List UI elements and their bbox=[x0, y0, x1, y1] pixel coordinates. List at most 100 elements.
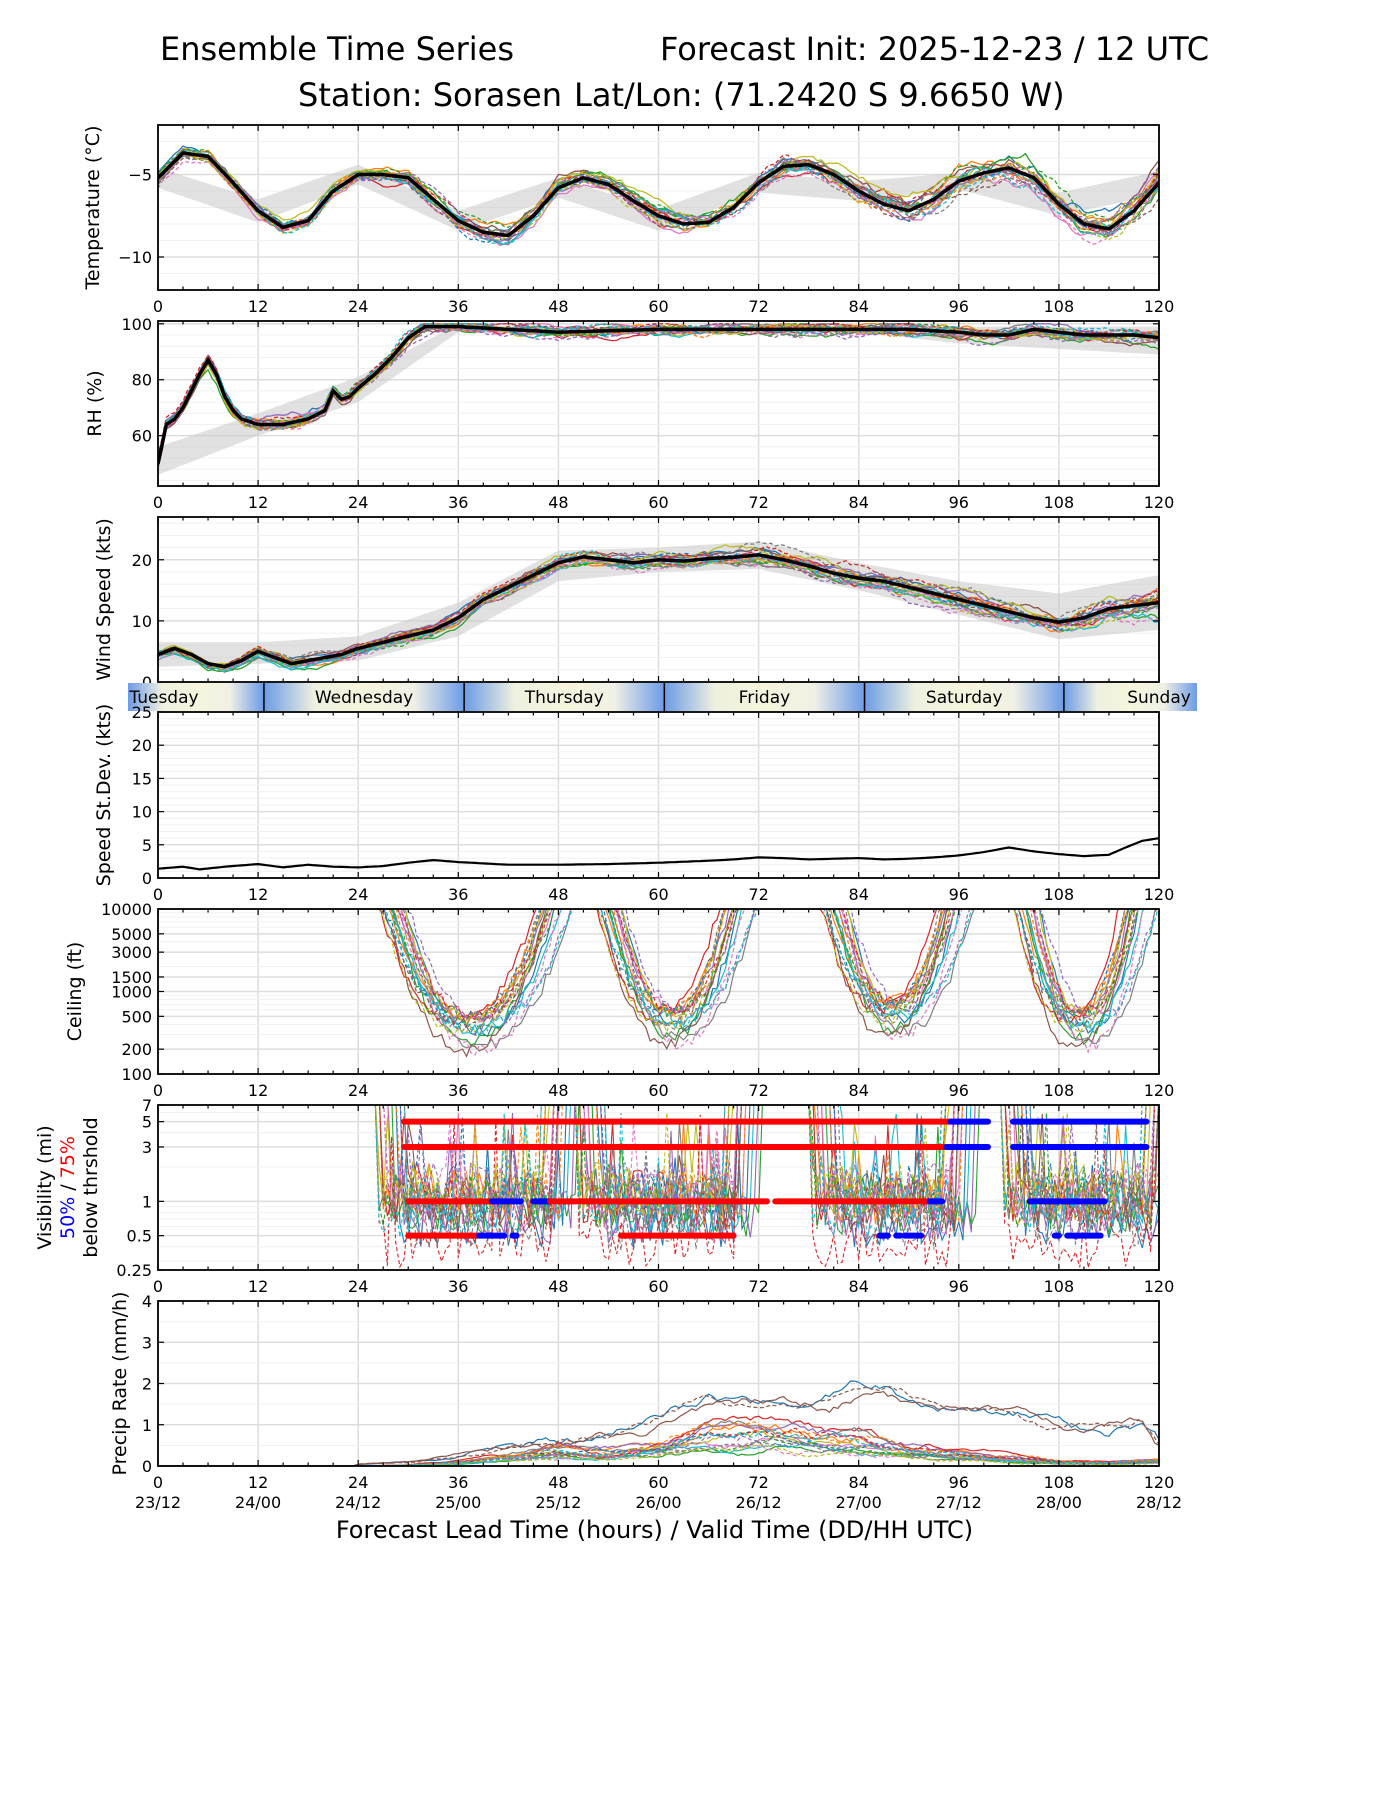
x-tick-label: 108 bbox=[1044, 1081, 1075, 1100]
x-tick-label: 36 bbox=[448, 297, 468, 316]
title-right: Forecast Init: 2025-12-23 / 12 UTC bbox=[660, 30, 1210, 68]
x-tick-label: 60 bbox=[648, 1277, 668, 1296]
y-tick-label: 0 bbox=[142, 673, 152, 692]
y-tick-label: 0 bbox=[142, 1457, 152, 1476]
spread-band bbox=[158, 164, 1159, 231]
y-tick-label: 5000 bbox=[111, 925, 152, 944]
lat-lon: Lat/Lon: (71.2420 S 9.6650 W) bbox=[574, 76, 1065, 114]
ensemble-member-line bbox=[374, 1105, 1159, 1224]
y-tick-label: 80 bbox=[132, 371, 152, 390]
x-tick-label: 60 bbox=[648, 1473, 668, 1492]
day-label: Friday bbox=[739, 688, 791, 708]
ensemble-member-line bbox=[158, 1422, 1159, 1466]
x-tick-label: 36 bbox=[448, 493, 468, 512]
ensemble-member-line bbox=[396, 909, 1134, 1021]
panel-wind_speed: 0 10 20 Wind Speed (kts) bbox=[93, 516, 1160, 692]
x-tick-label: 108 bbox=[1044, 493, 1075, 512]
x-tick-label: 108 bbox=[1044, 297, 1075, 316]
ensemble-mean-line bbox=[158, 553, 1159, 669]
y-axis-label: Speed St.Dev. (kts) bbox=[93, 704, 115, 887]
day-gradient bbox=[195, 683, 264, 711]
y-tick-label: 3 bbox=[142, 1333, 152, 1352]
x-tick-label: 24 bbox=[348, 1277, 368, 1296]
y-tick-label: 15 bbox=[132, 769, 152, 788]
legend-50pct: 50% bbox=[57, 1197, 79, 1239]
x-tick-label: 72 bbox=[748, 493, 768, 512]
day-gradient bbox=[364, 683, 465, 711]
ensemble-member-line bbox=[158, 153, 1159, 238]
x-tick-label: 24 bbox=[348, 297, 368, 316]
day-label: Thursday bbox=[524, 688, 604, 708]
valid-time-label: 24/12 bbox=[335, 1493, 381, 1512]
x-tick-label: 72 bbox=[748, 1277, 768, 1296]
x-tick-label: 120 bbox=[1144, 493, 1175, 512]
ensemble-member-line bbox=[400, 909, 1140, 1023]
x-tick-label: 36 bbox=[448, 1473, 468, 1492]
spread-band bbox=[158, 323, 1159, 475]
x-tick-label: 48 bbox=[548, 297, 568, 316]
y-axis-label: RH (%) bbox=[84, 370, 106, 436]
y-tick-label: −10 bbox=[118, 248, 152, 267]
y-tick-label: 100 bbox=[121, 315, 152, 334]
x-tick-label: 120 bbox=[1144, 1473, 1175, 1492]
x-tick-label: 24 bbox=[348, 1081, 368, 1100]
valid-time-label: 23/12 bbox=[135, 1493, 181, 1512]
x-tick-label: 72 bbox=[748, 1081, 768, 1100]
day-gradient bbox=[664, 683, 765, 711]
y-tick-label: 10 bbox=[132, 803, 152, 822]
ensemble-member-line bbox=[158, 554, 1159, 671]
day-label: Wednesday bbox=[315, 688, 413, 708]
x-tick-label: 24 bbox=[348, 1473, 368, 1492]
ensemble-member-line bbox=[392, 909, 1133, 1046]
x-tick-label: 36 bbox=[448, 885, 468, 904]
x-tick-label: 60 bbox=[648, 297, 668, 316]
x-tick-label: 96 bbox=[949, 1277, 969, 1296]
y-tick-label: 3000 bbox=[111, 943, 152, 962]
ensemble-member-line bbox=[158, 1441, 1159, 1466]
day-gradient bbox=[564, 683, 665, 711]
x-tick-label: 60 bbox=[648, 885, 668, 904]
day-gradient bbox=[464, 683, 565, 711]
x-tick-label: 48 bbox=[548, 493, 568, 512]
x-tick-label: 0 bbox=[153, 885, 163, 904]
ensemble-member-line bbox=[379, 1105, 1159, 1233]
y-axis-label-threshold: below thrshold bbox=[80, 1117, 102, 1257]
ensemble-member-line bbox=[158, 1430, 1159, 1466]
x-tick-label: 84 bbox=[849, 1473, 869, 1492]
y-axis-label-legend: 50% / 75% bbox=[57, 1136, 79, 1239]
day-gradient bbox=[964, 683, 1064, 711]
ensemble-member-line bbox=[389, 909, 1139, 1023]
x-tick-label: 12 bbox=[248, 493, 268, 512]
ensemble-member-line bbox=[403, 1105, 1159, 1232]
x-tick-label: 108 bbox=[1044, 1277, 1075, 1296]
valid-time-label: 26/12 bbox=[736, 1493, 782, 1512]
y-tick-label: 1 bbox=[142, 1192, 152, 1211]
x-tick-label: 120 bbox=[1144, 1081, 1175, 1100]
y-tick-label: 1000 bbox=[111, 983, 152, 1002]
x-tick-label: 12 bbox=[248, 1081, 268, 1100]
day-label: Saturday bbox=[926, 688, 1003, 708]
ensemble-member-line bbox=[379, 909, 1120, 1027]
ensemble-member-line bbox=[377, 909, 1134, 1035]
ensemble-mean-line bbox=[158, 151, 1159, 238]
day-label: Tuesday bbox=[128, 688, 198, 708]
ensemble-mean-line bbox=[158, 324, 1159, 464]
x-tick-label: 0 bbox=[153, 493, 163, 512]
valid-time-label: 24/00 bbox=[235, 1493, 281, 1512]
x-tick-label: 96 bbox=[949, 297, 969, 316]
plot-area bbox=[377, 909, 1159, 1058]
ensemble-member-line bbox=[404, 909, 1129, 1025]
x-tick-label: 96 bbox=[949, 1473, 969, 1492]
x-tick-label: 108 bbox=[1044, 885, 1075, 904]
y-tick-label: 20 bbox=[132, 551, 152, 570]
x-axis-label: Forecast Lead Time (hours) / Valid Time … bbox=[336, 1516, 973, 1544]
ensemble-member-line bbox=[399, 1105, 1159, 1245]
day-gradient bbox=[263, 683, 365, 711]
y-tick-label: 7 bbox=[142, 1096, 152, 1115]
ensemble-member-line bbox=[380, 909, 1138, 1032]
ensemble-member-line bbox=[375, 1105, 1151, 1216]
ensemble-member-line bbox=[158, 1434, 1159, 1466]
x-tick-label: 24 bbox=[348, 493, 368, 512]
